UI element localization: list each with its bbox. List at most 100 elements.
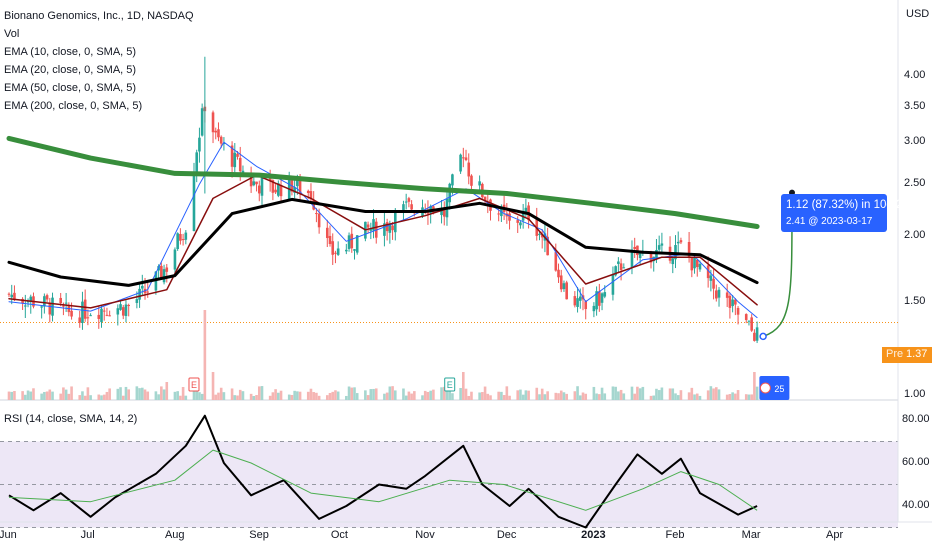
volume-bar (135, 386, 139, 400)
volume-bar (83, 395, 87, 400)
volume-bar (540, 388, 544, 400)
prediction-box[interactable]: 1.12 (87.32%) in 10d 23h 2.41 @ 2023-03-… (781, 194, 915, 232)
candle-body (731, 299, 734, 307)
candle-body (402, 204, 405, 212)
candle-body (105, 314, 109, 316)
volume-bar (108, 388, 111, 400)
volume-bar (317, 395, 321, 400)
candle-body (755, 327, 759, 341)
volume-bar (287, 394, 291, 400)
volume-bar (184, 395, 188, 400)
rsi-tick-label: 60.00 (902, 456, 930, 468)
candle-body (160, 265, 163, 279)
candle-body (595, 291, 598, 310)
symbol-title[interactable]: Bionano Genomics, Inc., 1D, NASDAQ (4, 10, 194, 22)
volume-bar (374, 388, 378, 400)
volume-bar (179, 395, 182, 400)
time-tick-label: 2023 (581, 529, 606, 541)
candle-body (165, 267, 169, 272)
candle-body (121, 307, 125, 316)
volume-bar (353, 387, 356, 400)
volume-bar (486, 393, 490, 400)
candle-body (83, 299, 87, 319)
volume-bar (598, 394, 601, 400)
volume-bar (372, 388, 375, 400)
volume-bar (521, 394, 525, 400)
candle-body (271, 180, 275, 193)
candle-body (706, 265, 710, 279)
price-tick-label: 3.50 (904, 99, 926, 112)
volume-bar (312, 392, 315, 400)
candle-body (519, 222, 522, 226)
volume-bar (578, 395, 582, 400)
dividend-flag-icon (759, 382, 771, 394)
candle-body (312, 199, 315, 210)
volume-bar (274, 389, 277, 400)
legend-ema10[interactable]: EMA (10, close, 0, SMA, 5) (4, 46, 137, 58)
volume-bar (214, 394, 218, 400)
currency-label: USD (906, 8, 930, 20)
candle-body (366, 224, 370, 228)
prediction-target: 2.41 @ 2023-03-17 (786, 216, 873, 227)
volume-bar (459, 388, 462, 400)
legend-ema50[interactable]: EMA (50, close, 0, SMA, 5) (4, 82, 137, 94)
candle-body (598, 291, 601, 306)
volume-bar (366, 395, 370, 400)
volume-bar (162, 389, 166, 400)
volume-bar (676, 395, 680, 400)
legend-vol[interactable]: Vol (4, 28, 20, 40)
volume-bar (116, 388, 120, 400)
volume-bar (505, 386, 509, 400)
candle-body (217, 129, 220, 138)
candle-body (676, 241, 680, 244)
candle-body (546, 236, 549, 256)
candle-body (195, 152, 199, 174)
time-tick-label: Oct (330, 529, 348, 541)
volume-bar (32, 388, 35, 400)
volume-bar (268, 395, 272, 400)
volume-bar (219, 387, 223, 400)
volume-bar (546, 391, 549, 400)
volume-bar (736, 390, 740, 400)
volume-bar (290, 394, 294, 400)
volume-bar (464, 388, 468, 400)
volume-bar (217, 392, 220, 400)
candle-body (86, 317, 90, 319)
time-tick-label: Apr (826, 529, 844, 541)
volume-bar (328, 392, 332, 400)
volume-bar (355, 393, 359, 400)
volume-bar (100, 395, 103, 400)
volume-bar (500, 391, 503, 400)
volume-bar (483, 386, 487, 400)
price-tick-label: 4.00 (904, 69, 926, 81)
volume-bar (744, 394, 748, 400)
legend-ema20[interactable]: EMA (20, close, 0, SMA, 5) (4, 64, 137, 76)
volume-bar (440, 387, 443, 400)
volume-bar (451, 393, 454, 400)
volume-bar (62, 387, 65, 400)
volume-bar (470, 391, 473, 400)
candle-body (7, 293, 11, 295)
candle-body (298, 176, 302, 194)
candle-body (287, 175, 291, 200)
volume-bar (86, 387, 90, 400)
rsi-legend[interactable]: RSI (14, close, SMA, 14, 2) (4, 413, 138, 425)
candle-body (734, 299, 737, 305)
candle-body (633, 246, 636, 249)
candle-body (712, 278, 715, 289)
volume-bar (64, 389, 68, 400)
volume-bar (252, 395, 256, 400)
volume-bar (728, 394, 732, 400)
legend-ema200[interactable]: EMA (200, close, 0, SMA, 5) (4, 100, 143, 112)
volume-bar (334, 390, 337, 400)
volume-bar (633, 393, 636, 400)
volume-bar (630, 386, 634, 400)
candle-body (233, 152, 237, 168)
volume-bar (70, 386, 73, 400)
volume-bar (78, 395, 82, 400)
candle-body (622, 267, 626, 269)
volume-bar (636, 386, 639, 400)
candle-body (600, 293, 604, 303)
volume-bar (502, 395, 506, 400)
